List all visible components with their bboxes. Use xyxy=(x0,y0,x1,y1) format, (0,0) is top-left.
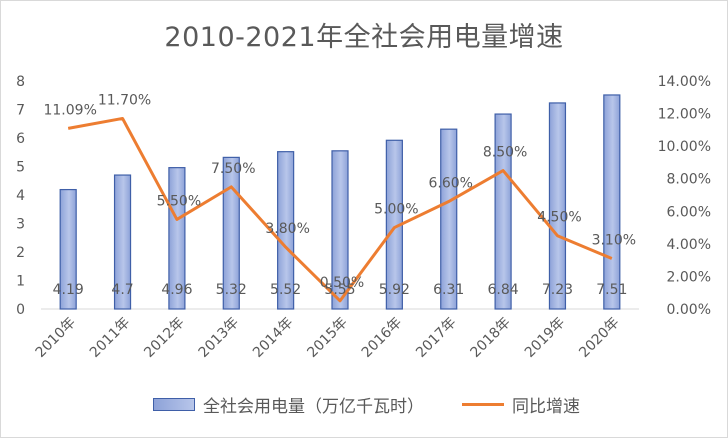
line-data-label: 5.00% xyxy=(374,202,418,218)
y-axis-tick-label: 4 xyxy=(16,188,25,204)
line-data-label: 11.09% xyxy=(43,102,96,118)
x-axis-tick-label: 2014年 xyxy=(250,315,296,361)
bar-data-label: 5.92 xyxy=(379,282,410,298)
line-data-label: 7.50% xyxy=(211,161,255,177)
y2-axis-tick-label: 12.00% xyxy=(658,107,711,123)
bar-electricity xyxy=(277,151,295,310)
legend-label-electricity: 全社会用电量（万亿千瓦时） xyxy=(203,397,424,417)
bar-data-label: 4.96 xyxy=(161,282,192,298)
bar-electricity xyxy=(222,156,240,310)
x-axis-tick-label: 2018年 xyxy=(468,315,514,361)
x-axis-tick-label: 2012年 xyxy=(141,315,187,361)
y-axis-tick-label: 0 xyxy=(16,302,25,318)
bar-data-label: 4.7 xyxy=(111,282,133,298)
bar-data-label: 5.55 xyxy=(324,282,355,298)
legend-item-growth: 同比增速 xyxy=(462,392,580,417)
legend-item-electricity: 全社会用电量（万亿千瓦时） xyxy=(153,392,424,417)
legend-line-swatch xyxy=(462,403,504,406)
line-data-label: 4.50% xyxy=(537,210,581,226)
bar-electricity xyxy=(548,102,567,310)
legend-bar-swatch xyxy=(153,398,195,411)
line-data-label: 5.50% xyxy=(157,193,201,209)
y-axis-tick-label: 3 xyxy=(16,217,25,233)
bar-electricity xyxy=(331,150,349,310)
bar-data-label: 4.19 xyxy=(53,282,84,298)
y-axis-tick-label: 2 xyxy=(16,245,25,261)
bar-electricity xyxy=(494,113,512,310)
bar-data-label: 5.52 xyxy=(270,282,301,298)
x-axis-tick-label: 2017年 xyxy=(413,315,459,361)
y-axis-tick-label: 8 xyxy=(16,74,25,90)
chart-title: 2010-2021年全社会用电量增速 xyxy=(164,22,564,53)
legend-label-growth: 同比增速 xyxy=(512,397,580,417)
y-axis-tick-label: 5 xyxy=(16,160,25,176)
line-data-label: 6.60% xyxy=(428,176,472,192)
bar-data-label: 5.32 xyxy=(216,282,247,298)
y2-axis-tick-label: 14.00% xyxy=(658,74,711,90)
x-axis-tick-label: 2013年 xyxy=(196,315,242,361)
bar-data-label: 7.51 xyxy=(596,282,627,298)
line-data-label: 3.10% xyxy=(592,233,636,249)
x-axis-tick-label: 2020年 xyxy=(576,315,622,361)
bar-data-label: 6.84 xyxy=(488,282,519,298)
y2-axis-tick-label: 4.00% xyxy=(667,237,711,253)
bar-electricity xyxy=(168,167,186,310)
legend: 全社会用电量（万亿千瓦时） 同比增速 xyxy=(153,392,580,417)
bar-electricity xyxy=(113,174,132,310)
x-axis-tick-label: 2010年 xyxy=(33,315,79,361)
bar-data-label: 7.23 xyxy=(542,282,573,298)
x-axis-tick-label: 2015年 xyxy=(304,315,350,361)
line-data-label: 3.80% xyxy=(265,221,309,237)
x-axis-tick-label: 2019年 xyxy=(522,315,568,361)
x-axis-tick-label: 2016年 xyxy=(359,315,405,361)
line-data-label: 8.50% xyxy=(483,145,527,161)
y2-axis-tick-label: 0.00% xyxy=(667,302,711,318)
x-axis-tick-label: 2011年 xyxy=(87,315,133,361)
bar-electricity xyxy=(59,188,77,310)
bar-electricity xyxy=(440,128,458,310)
y-axis-tick-label: 6 xyxy=(16,131,25,147)
line-data-label: 11.70% xyxy=(98,92,151,108)
y2-axis-tick-label: 6.00% xyxy=(667,204,711,220)
y-axis-tick-label: 7 xyxy=(16,103,25,119)
line-data-label: 0.50% xyxy=(320,275,364,291)
line-growth-rate xyxy=(67,116,613,303)
bar-data-label: 6.31 xyxy=(433,282,464,298)
y2-axis-tick-label: 2.00% xyxy=(667,269,711,285)
y-axis-tick-label: 1 xyxy=(16,274,25,290)
y2-axis-tick-label: 10.00% xyxy=(658,139,711,155)
bar-electricity xyxy=(603,94,621,310)
y2-axis-tick-label: 8.00% xyxy=(667,172,711,188)
